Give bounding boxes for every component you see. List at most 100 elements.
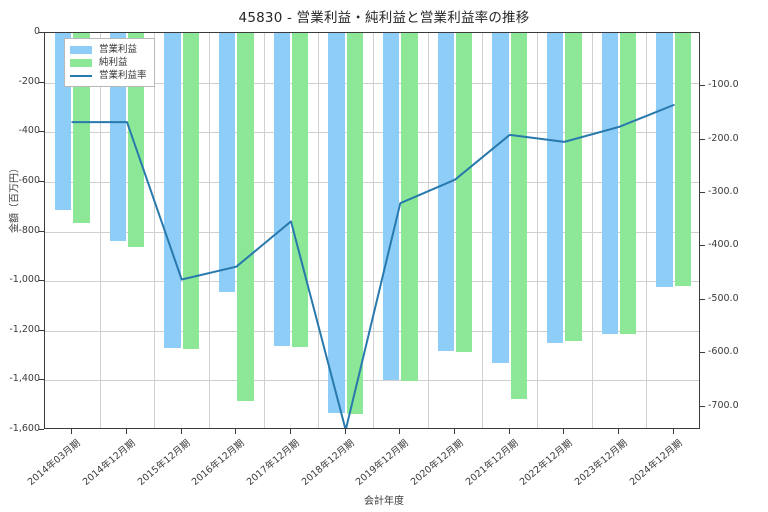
- y-axis-tick-label-right: -400.0: [708, 239, 739, 251]
- y-axis-tick-right: [700, 192, 705, 194]
- y-axis-tick-label-left: -1,200: [9, 323, 40, 335]
- bar-operating-profit: [382, 33, 400, 381]
- y-axis-tick-label-left: -1,600: [9, 423, 40, 434]
- gridline-vertical: [318, 33, 320, 428]
- x-axis-tick: [618, 429, 619, 434]
- gridline-horizontal: [45, 231, 699, 233]
- bar-net-profit: [510, 33, 528, 399]
- y-axis-tick-label-right: -700.0: [708, 399, 739, 411]
- y-axis-tick-label-left: -200: [18, 75, 40, 87]
- legend-item-net-profit: 純利益: [70, 56, 147, 69]
- chart-title: 45830 - 営業利益・純利益と営業利益率の推移: [238, 10, 530, 26]
- operating-margin-line: [71, 104, 675, 428]
- legend-label-operating-margin: 営業利益率: [99, 70, 147, 81]
- gridline-vertical: [646, 33, 648, 428]
- bar-operating-profit: [437, 33, 454, 352]
- bar-operating-profit: [601, 33, 618, 334]
- x-axis-tick: [508, 429, 510, 434]
- legend-swatch-operating-margin: [70, 72, 92, 80]
- bar-operating-profit: [218, 33, 236, 293]
- x-axis-tick: [71, 429, 73, 434]
- bar-operating-profit: [546, 33, 564, 344]
- bar-net-profit: [237, 33, 254, 401]
- gridline-vertical: [209, 33, 210, 428]
- x-axis-tick-label: 2019年12月期: [354, 437, 411, 488]
- gridline-vertical: [263, 33, 265, 428]
- gridline-vertical: [591, 33, 593, 428]
- y-axis-tick-label-left: -400: [18, 125, 40, 137]
- y-axis-tick-left: [39, 429, 44, 430]
- bar-net-profit: [401, 33, 418, 382]
- y-axis-tick-left: [39, 131, 44, 133]
- bar-net-profit: [620, 33, 637, 334]
- legend-item-operating-margin: 営業利益率: [70, 69, 147, 82]
- y-axis-tick-left: [39, 230, 44, 232]
- bar-net-profit: [674, 33, 692, 286]
- y-axis-tick-right: [700, 138, 705, 140]
- y-axis-tick-label-left: -800: [18, 224, 40, 236]
- gridline-horizontal: [45, 181, 699, 183]
- y-axis-tick-left: [39, 32, 44, 33]
- y-axis-tick-label-left: -600: [18, 174, 40, 186]
- gridline-vertical: [99, 33, 101, 428]
- legend-swatch-net-profit: [70, 58, 92, 67]
- y-axis-tick-label-right: -600.0: [708, 346, 739, 358]
- gridline-horizontal: [45, 132, 699, 134]
- bar-net-profit: [456, 33, 473, 353]
- y-axis-tick-label-right: -200.0: [708, 132, 739, 144]
- x-axis-tick-label: 2015年12月期: [135, 437, 193, 488]
- y-axis-tick-label-left: 0: [33, 26, 40, 37]
- x-axis-tick-label: 2018年12月期: [299, 437, 357, 488]
- x-axis-tick: [180, 429, 182, 434]
- x-axis-tick-label: 2016年12月期: [190, 437, 247, 488]
- bar-operating-profit: [164, 33, 181, 348]
- gridline-horizontal: [45, 330, 699, 332]
- bar-operating-profit: [656, 33, 673, 288]
- y-axis-tick-right: [700, 298, 705, 300]
- bar-net-profit: [182, 33, 200, 349]
- x-axis-tick-label: 2021年12月期: [463, 437, 521, 488]
- y-axis-tick-label-right: -300.0: [708, 186, 739, 198]
- x-axis-tick: [563, 429, 565, 434]
- x-axis-tick: [672, 429, 674, 434]
- x-axis-tick: [344, 429, 346, 434]
- gridline-vertical: [482, 33, 484, 428]
- bar-operating-profit: [328, 33, 345, 413]
- y-axis-tick-left: [39, 379, 44, 381]
- y-axis-title-left: 金額（百万円）: [9, 163, 21, 233]
- legend-swatch-operating-profit: [70, 45, 92, 54]
- bar-operating-profit: [273, 33, 290, 346]
- x-axis-tick-label: 2022年12月期: [518, 437, 575, 488]
- gridline-vertical: [154, 33, 156, 428]
- gridline-horizontal: [45, 281, 699, 283]
- y-axis-tick-right: [700, 245, 705, 247]
- y-axis-tick-right: [700, 405, 705, 407]
- y-axis-tick-left: [39, 280, 44, 282]
- x-axis-title: 会計年度: [364, 496, 404, 507]
- x-axis-tick: [454, 429, 455, 434]
- gridline-vertical: [427, 33, 429, 428]
- legend-label-net-profit: 純利益: [99, 57, 128, 68]
- x-axis-tick-label: 2017年12月期: [244, 437, 302, 488]
- bar-net-profit: [565, 33, 582, 342]
- y-axis-tick-right: [700, 352, 705, 354]
- x-axis-tick-label: 2020年12月期: [408, 437, 466, 488]
- x-axis-tick-label: 2024年12月期: [627, 437, 685, 488]
- bar-operating-profit: [492, 33, 509, 363]
- y-axis-tick-label-left: -1,400: [9, 373, 40, 385]
- legend-item-operating-profit: 営業利益: [70, 43, 147, 56]
- y-axis-tick-label-left: -1,000: [9, 274, 40, 286]
- x-axis-tick-label: 2023年12月期: [572, 437, 630, 488]
- gridline-vertical: [373, 33, 374, 428]
- bar-net-profit: [346, 33, 364, 414]
- gridline-vertical: [537, 33, 538, 428]
- legend-label-operating-profit: 営業利益: [99, 44, 138, 55]
- x-axis-tick-label: 2014年12月期: [80, 437, 138, 488]
- x-axis-tick: [290, 429, 291, 434]
- y-axis-tick-left: [39, 81, 44, 83]
- x-axis-tick: [399, 429, 401, 434]
- x-axis-tick: [235, 429, 237, 434]
- chart-legend: 営業利益 純利益 営業利益率: [64, 38, 155, 87]
- plot-area: [44, 32, 700, 429]
